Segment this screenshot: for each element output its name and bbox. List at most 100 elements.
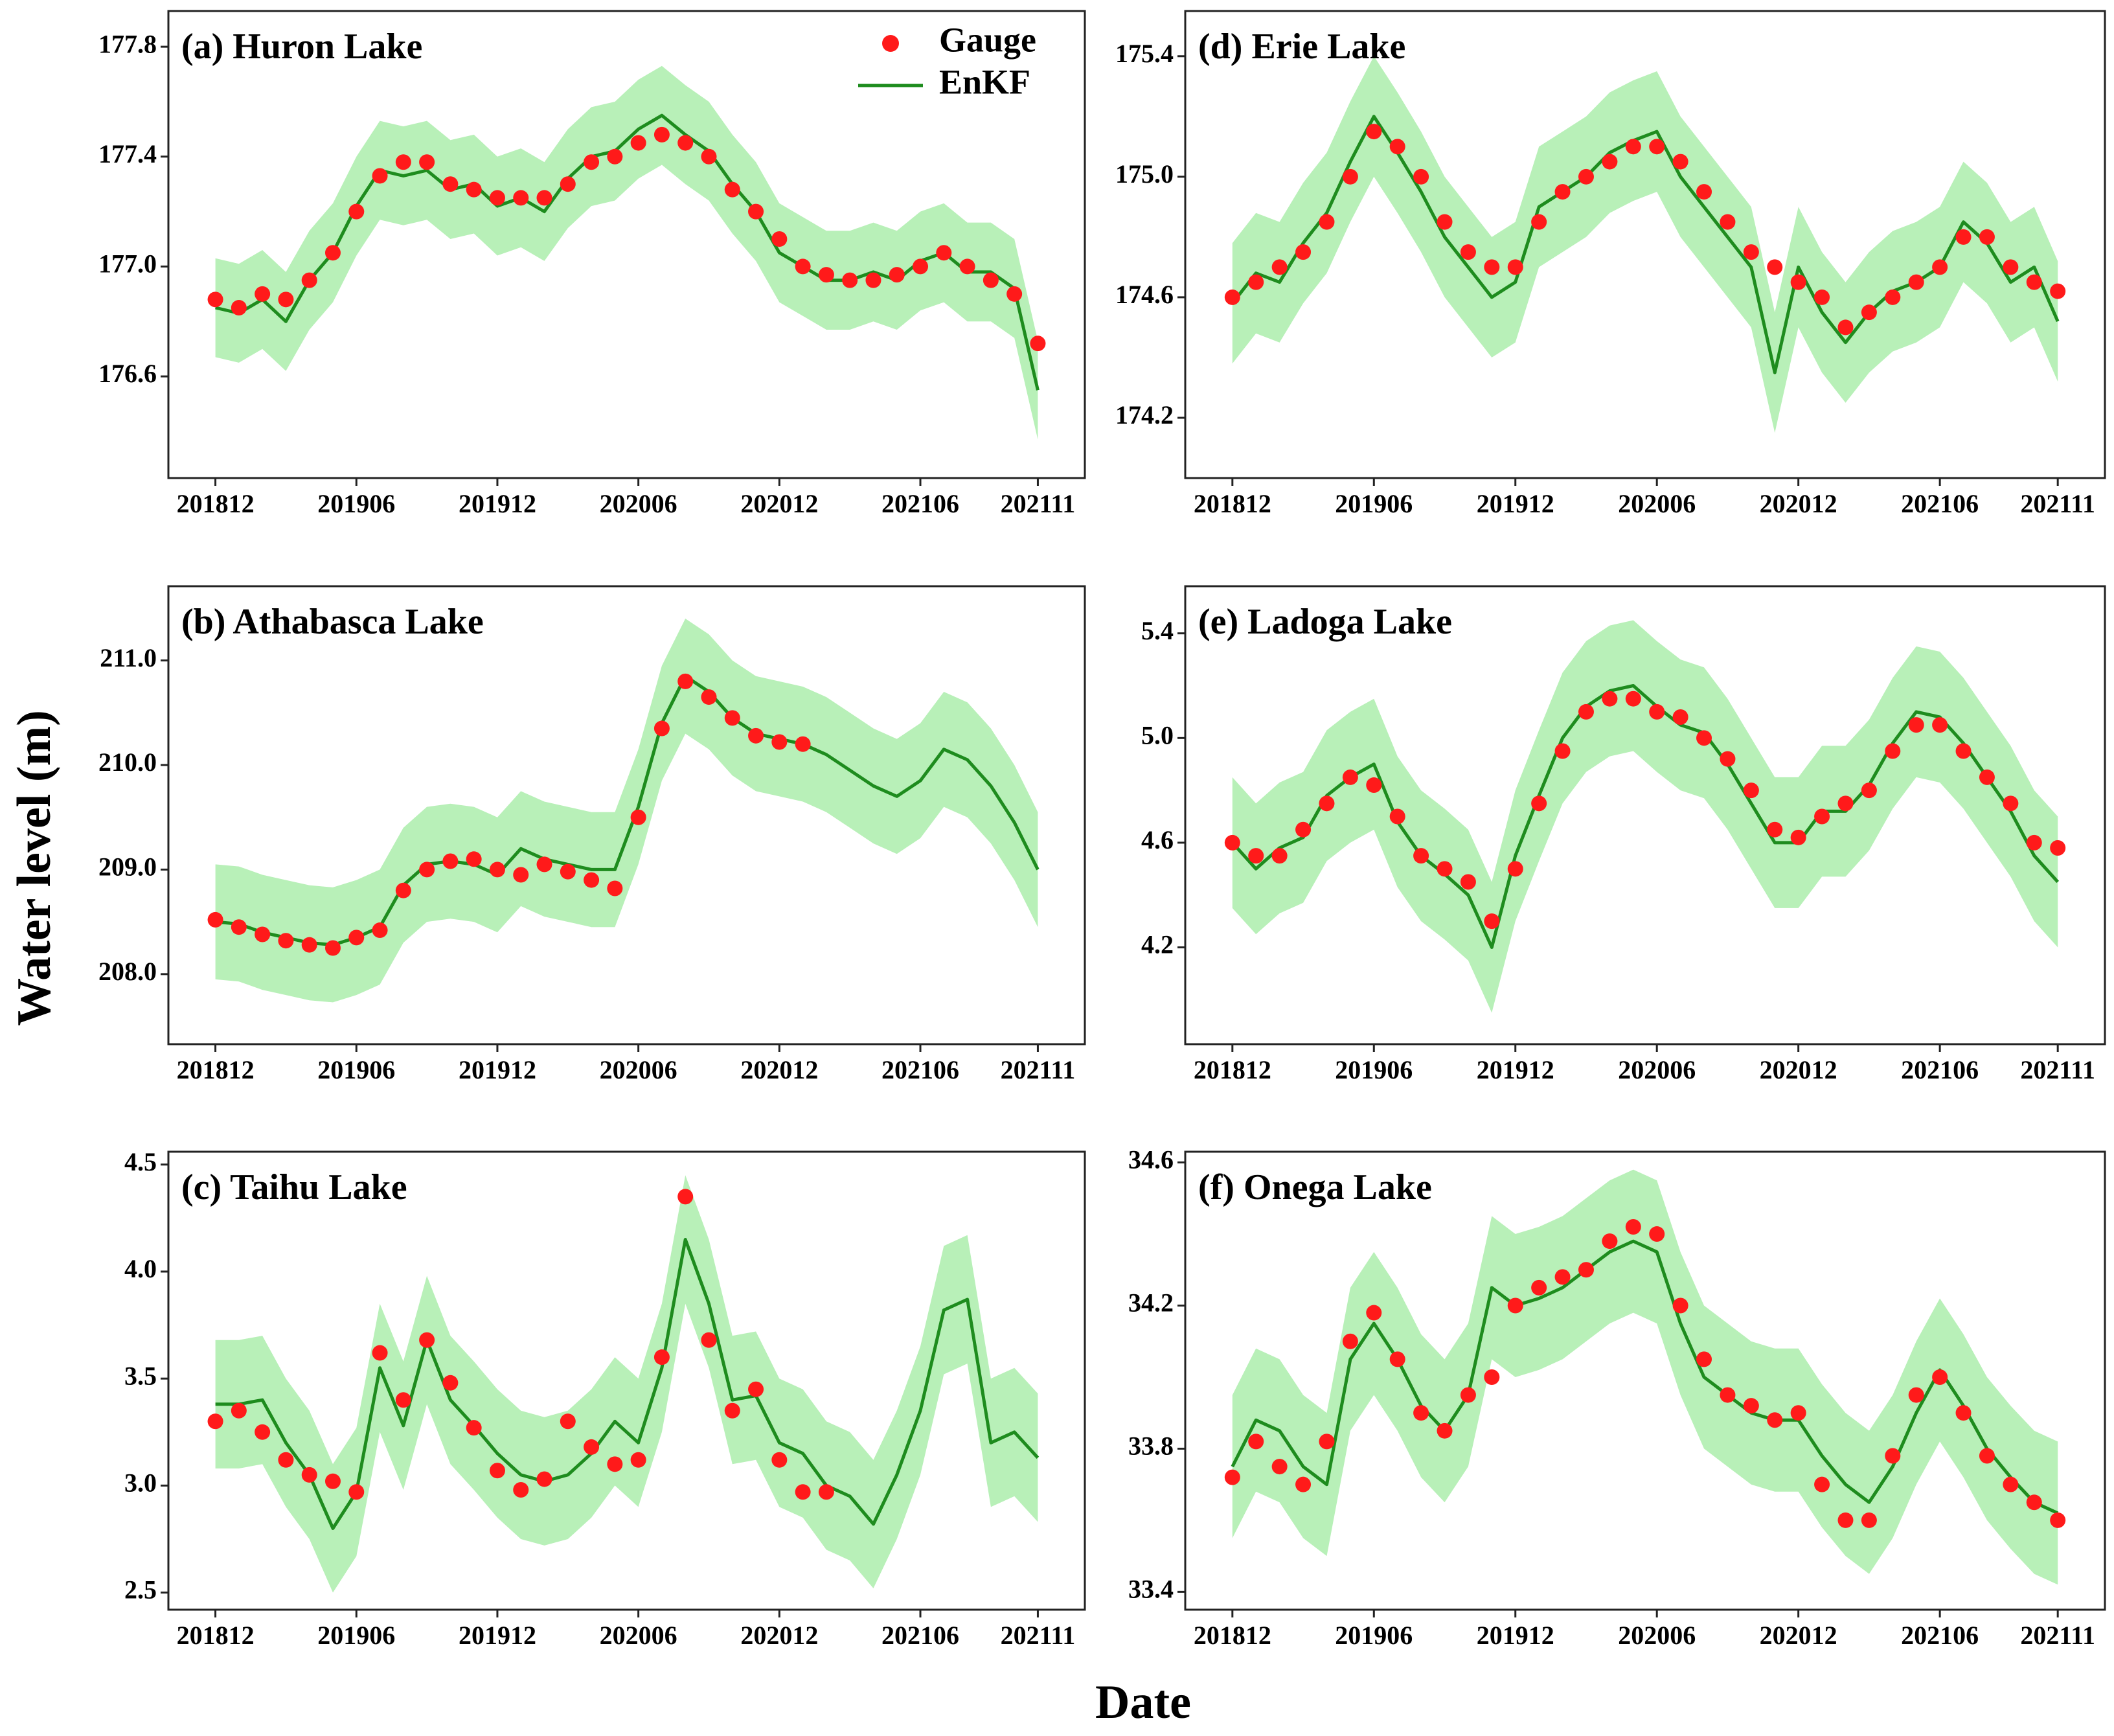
x-tick-label: 202012 <box>740 489 818 518</box>
gauge-point <box>1484 913 1500 930</box>
gauge-point <box>1767 259 1783 275</box>
gauge-point <box>1224 1469 1240 1485</box>
gauge-point <box>654 1349 670 1365</box>
gauge-point <box>771 734 788 750</box>
legend-label: EnKF <box>939 62 1030 101</box>
x-tick-label: 201912 <box>1477 1055 1554 1084</box>
gauge-point <box>207 911 223 928</box>
y-tick-label: 177.4 <box>98 139 157 168</box>
gauge-point <box>255 286 271 302</box>
gauge-point <box>1248 274 1264 290</box>
gauge-point <box>1006 286 1023 302</box>
gauge-point <box>1389 1351 1405 1367</box>
gauge-point <box>513 1481 529 1498</box>
x-tick-label: 202006 <box>600 1055 677 1084</box>
gauge-point <box>1790 274 1806 290</box>
gauge-point <box>607 880 623 897</box>
x-tick-label: 202012 <box>1760 1621 1837 1650</box>
x-tick-label: 201912 <box>459 1621 536 1650</box>
x-tick-label: 202006 <box>1618 489 1696 518</box>
gauge-point <box>1248 1433 1264 1450</box>
gauge-point <box>1649 703 1665 720</box>
x-tick-label: 202006 <box>1618 1055 1696 1084</box>
y-tick-label: 211.0 <box>100 643 157 672</box>
gauge-point <box>1979 229 1995 245</box>
gauge-point <box>1979 769 1995 785</box>
y-tick-label: 210.0 <box>98 748 157 777</box>
x-tick-label: 201812 <box>1194 1621 1271 1650</box>
gauge-point <box>748 203 764 220</box>
gauge-point <box>348 1484 365 1500</box>
gauge-point <box>889 267 905 283</box>
plot-frame <box>167 585 1086 1045</box>
gauge-point <box>372 168 388 184</box>
gauge-point <box>1932 259 1948 275</box>
gauge-point <box>818 267 834 283</box>
x-tick-label: 202111 <box>2020 489 2095 518</box>
y-tick-label: 5.4 <box>1141 616 1174 645</box>
y-tick-label: 209.0 <box>98 852 157 882</box>
gauge-point <box>1319 1433 1335 1450</box>
gauge-point <box>724 181 740 198</box>
gauge-point <box>1955 1405 1972 1421</box>
gauge-point <box>2026 834 2042 851</box>
gauge-point <box>1437 214 1453 230</box>
x-tick-label: 202111 <box>2020 1621 2095 1650</box>
x-tick-label: 202006 <box>600 489 677 518</box>
gauge-point <box>1696 184 1712 200</box>
gauge-point <box>1437 1422 1453 1439</box>
gauge-point <box>1342 168 1358 185</box>
gauge-point <box>748 727 764 744</box>
gauge-point <box>513 867 529 883</box>
gauge-point <box>1578 1262 1594 1278</box>
x-tick-label: 202111 <box>1001 489 1076 518</box>
gauge-point <box>1908 717 1924 733</box>
y-tick-label: 3.5 <box>124 1361 157 1390</box>
enkf-line <box>1231 1239 2059 1515</box>
gauge-point <box>560 176 576 192</box>
gauge-point <box>1554 184 1571 200</box>
gauge-point <box>231 919 247 935</box>
gauge-point <box>818 1484 834 1500</box>
y-tick-label: 2.5 <box>124 1575 157 1605</box>
gauge-point <box>560 863 576 880</box>
y-tick-label: 3.0 <box>124 1468 157 1498</box>
gauge-point <box>584 154 600 170</box>
gauge-point <box>1578 168 1594 185</box>
gauge-point <box>1649 1226 1665 1242</box>
plot-frame <box>167 1150 1086 1611</box>
gauge-point <box>1531 1279 1547 1296</box>
x-tick-label: 202106 <box>1901 1621 1979 1650</box>
x-tick-label: 201812 <box>177 489 255 518</box>
gauge-point <box>1366 124 1382 140</box>
x-tick-label: 202106 <box>1901 1055 1979 1084</box>
gauge-point <box>466 851 482 867</box>
gauge-point <box>560 1413 576 1430</box>
gauge-point <box>207 291 223 308</box>
x-tick-label: 202012 <box>740 1055 818 1084</box>
panel-title: (d) Erie Lake <box>1198 27 1405 67</box>
gauge-point <box>2050 283 2066 299</box>
gauge-point <box>2050 840 2066 856</box>
gauge-point <box>1554 743 1571 759</box>
gauge-point <box>1295 1476 1312 1492</box>
gauge-point <box>1743 782 1759 799</box>
panel-marks <box>1224 56 2066 433</box>
gauge-point <box>1342 1333 1358 1349</box>
gauge-point <box>677 135 694 151</box>
gauge-point <box>395 154 411 170</box>
gauge-point <box>1554 1269 1571 1285</box>
gauge-point <box>207 1413 223 1430</box>
gauge-point <box>372 1345 388 1361</box>
panel-marks <box>207 619 1040 1003</box>
gauge-point <box>724 710 740 726</box>
gauge-point <box>442 176 459 192</box>
uncertainty-band <box>1232 620 2058 1013</box>
x-tick-label: 202012 <box>1760 1055 1837 1084</box>
gauge-point <box>1861 1512 1877 1528</box>
panel-title: (c) Taihu Lake <box>181 1167 407 1207</box>
y-tick-label: 4.5 <box>124 1147 157 1176</box>
gauge-point <box>536 1471 552 1487</box>
gauge-point <box>2050 1512 2066 1528</box>
gauge-point <box>1625 1218 1641 1235</box>
